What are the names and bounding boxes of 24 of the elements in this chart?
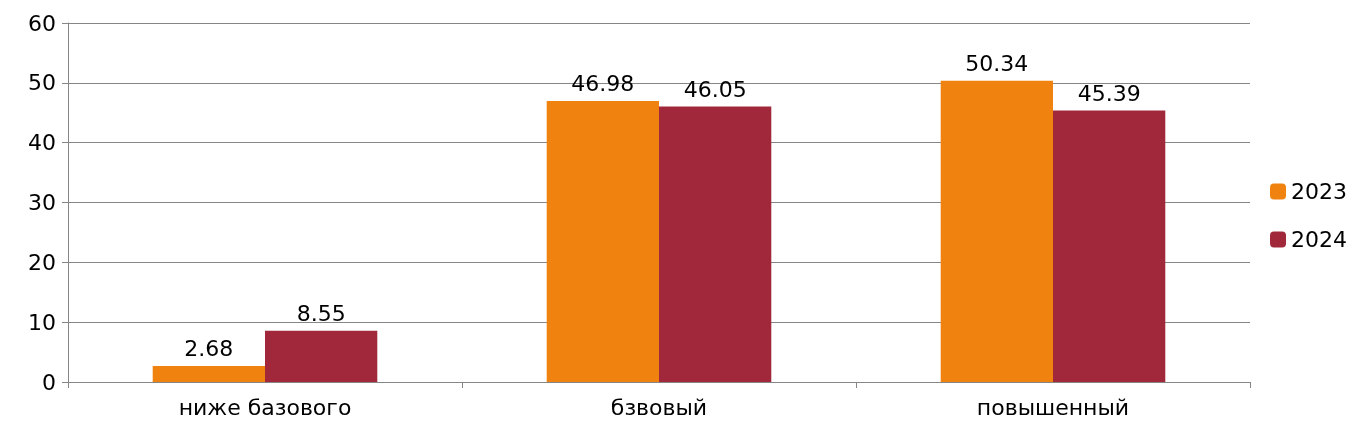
data-label: 46.98	[571, 71, 635, 97]
bar	[1053, 110, 1166, 382]
y-tick-label: 50	[28, 70, 56, 96]
bar	[265, 330, 378, 382]
bar	[940, 80, 1053, 382]
bar	[659, 106, 772, 382]
data-label: 46.05	[683, 76, 747, 102]
legend-label: 2024	[1291, 227, 1348, 252]
bar	[546, 100, 659, 382]
x-tick-label: повышенный	[976, 394, 1130, 420]
legend-label: 2023	[1291, 179, 1348, 204]
y-tick-label: 20	[28, 249, 56, 275]
y-tick-label: 60	[28, 10, 56, 36]
x-tick-label: бзвовый	[610, 394, 708, 420]
y-tick-label: 0	[42, 369, 56, 395]
data-label: 8.55	[296, 301, 346, 327]
data-label: 50.34	[965, 51, 1029, 77]
data-label: 2.68	[184, 336, 234, 362]
x-tick-label: ниже базового	[178, 394, 352, 420]
bar	[152, 365, 265, 382]
y-tick-label: 30	[28, 190, 56, 215]
data-label: 45.39	[1077, 80, 1141, 106]
y-tick-label: 10	[28, 309, 56, 335]
y-tick-label: 40	[28, 130, 56, 156]
